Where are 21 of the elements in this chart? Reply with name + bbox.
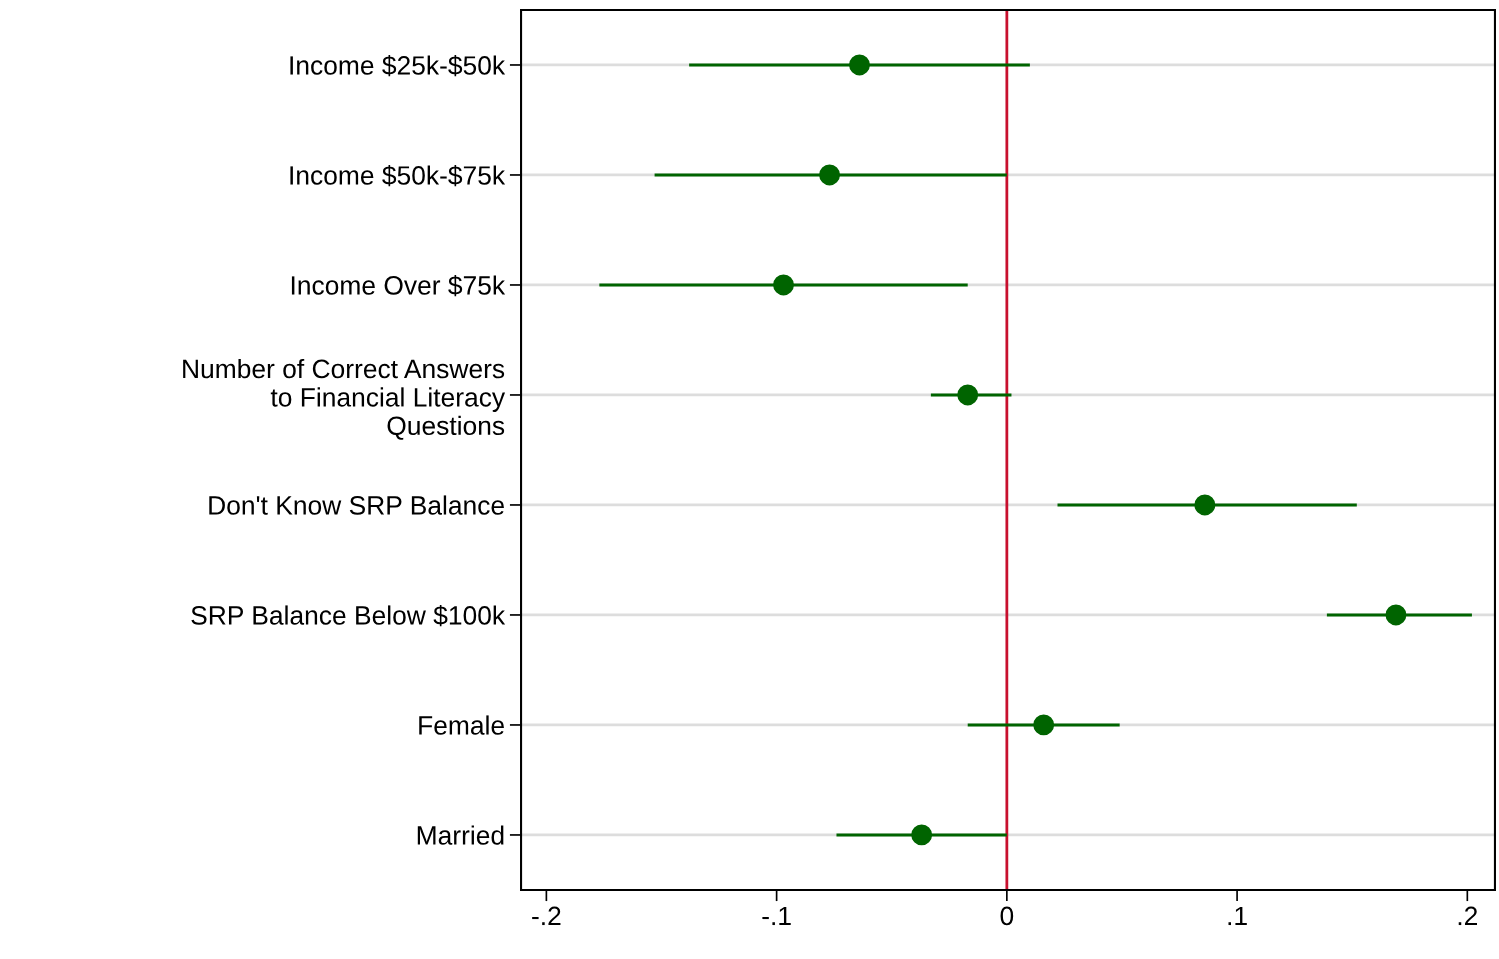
y-tick-label: Number of Correct Answers to Financial Literacy Questions xyxy=(183,358,506,440)
y-tick-label: Income Over $75k xyxy=(291,274,506,297)
point xyxy=(957,384,979,406)
x-tick-label: -.2 xyxy=(532,906,561,926)
x-tick-label: -.1 xyxy=(762,906,791,926)
point xyxy=(819,164,840,186)
point xyxy=(1385,604,1407,626)
point xyxy=(849,54,870,76)
point xyxy=(1194,494,1216,516)
x-tick-label: 0 xyxy=(1000,906,1014,926)
y-tick-label: Income $50k-$75k xyxy=(290,165,506,187)
y-tick-label: Don't Know SRP Balance xyxy=(209,495,504,515)
x-tick-label: .1 xyxy=(1228,906,1247,926)
point xyxy=(773,274,794,296)
point xyxy=(1033,714,1055,736)
y-tick-label: Income $25k-$50k xyxy=(290,55,506,77)
y-tick-label: Female xyxy=(419,715,504,735)
x-tick-label: .2 xyxy=(1458,906,1477,926)
y-tick-label: SRP Balance Below $100k xyxy=(191,604,506,627)
y-tick-label: Married xyxy=(417,825,504,845)
point xyxy=(911,824,933,846)
